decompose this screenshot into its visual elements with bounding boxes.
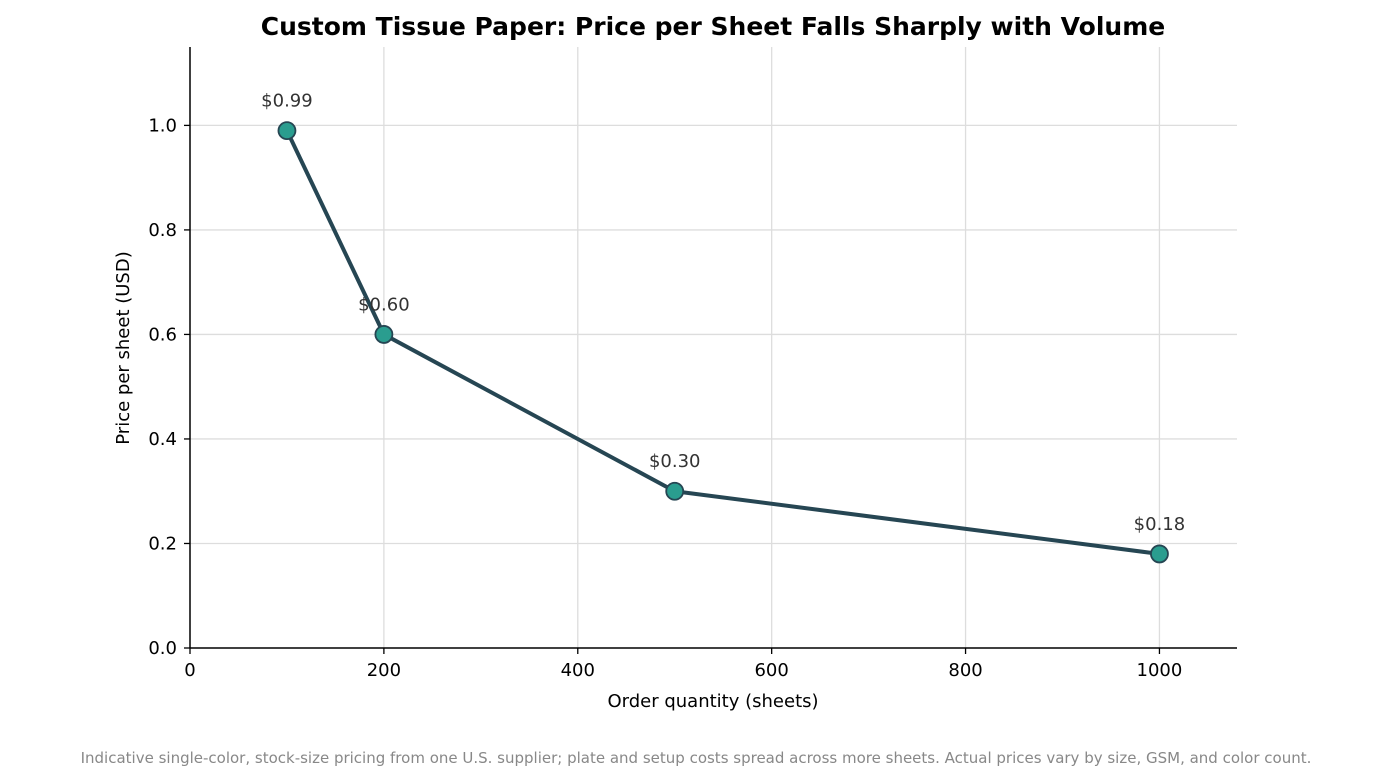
data-point-200 xyxy=(374,325,394,344)
y-axis-ticks: 0.0 0.2 0.4 0.6 0.8 1.0 xyxy=(148,115,190,659)
data-point-500 xyxy=(665,481,685,501)
chart-title: Custom Tissue Paper: Price per Sheet Fal… xyxy=(261,12,1165,41)
y-tick-label: 0.0 xyxy=(148,638,177,659)
y-tick-label: 0.8 xyxy=(148,220,177,241)
series-line xyxy=(284,128,1162,556)
axes xyxy=(189,47,1237,649)
x-tick-label: 1000 xyxy=(1137,660,1183,681)
price-series: $0.99 $0.60 $0.30 $0.18 xyxy=(261,91,1186,564)
y-axis-label: Price per sheet (USD) xyxy=(113,251,134,444)
data-label-1000: $0.18 xyxy=(1134,514,1186,535)
data-label-500: $0.30 xyxy=(649,451,701,472)
grid-lines xyxy=(190,47,1237,648)
x-tick-label: 200 xyxy=(367,660,401,681)
y-tick-label: 0.2 xyxy=(148,533,177,554)
x-tick-label: 800 xyxy=(948,660,982,681)
x-tick-label: 600 xyxy=(754,660,788,681)
x-tick-label: 400 xyxy=(561,660,595,681)
data-label-100: $0.99 xyxy=(261,91,313,112)
y-tick-label: 1.0 xyxy=(148,115,177,136)
footnote: Indicative single-color, stock-size pric… xyxy=(81,749,1312,767)
data-point-100 xyxy=(277,121,297,141)
x-axis-label: Order quantity (sheets) xyxy=(607,691,818,712)
data-label-200: $0.60 xyxy=(358,294,410,315)
y-tick-label: 0.4 xyxy=(148,429,177,450)
x-tick-label: 0 xyxy=(184,660,195,681)
y-tick-label: 0.6 xyxy=(148,324,177,345)
x-axis-ticks: 0 200 400 600 800 1000 xyxy=(184,648,1182,681)
data-point-1000 xyxy=(1150,544,1169,564)
